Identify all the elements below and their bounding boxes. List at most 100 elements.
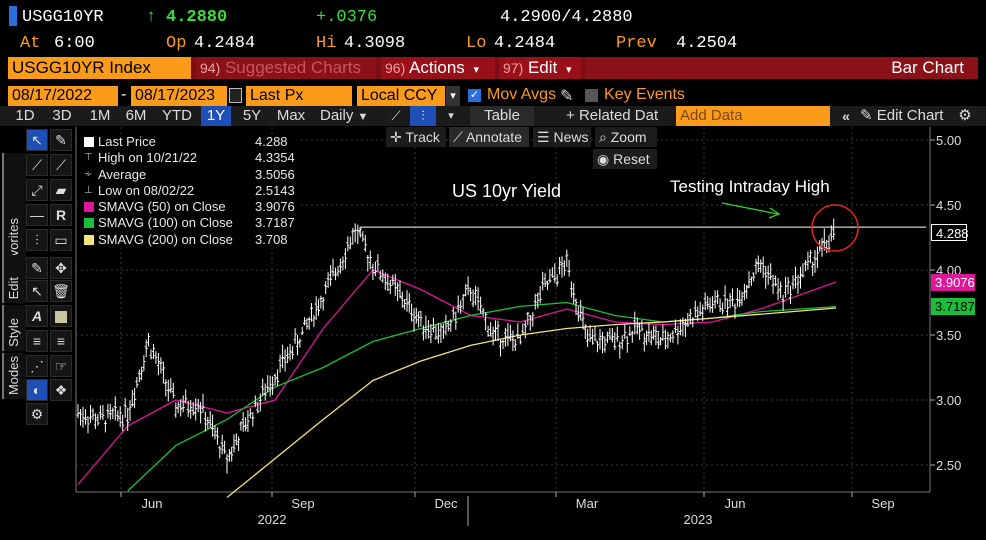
mov-avgs-checkbox[interactable]: ✓ [468,89,481,102]
field-select[interactable]: Last Px [246,86,352,106]
zoom-icon: ⌕ [599,129,607,145]
y-tick-label: 3.00 [936,393,961,408]
palette-icon[interactable]: ❖ [50,379,72,401]
legend-row[interactable]: ∻ Average 3.5056 [80,167,298,183]
retracement-icon[interactable]: R [50,204,72,226]
suggested-charts-button[interactable]: 94) Suggested Charts [196,57,376,79]
price-bar [181,395,185,413]
period-1y[interactable]: 1Y [201,106,231,126]
frequency-select[interactable]: Daily ▼ [314,106,380,126]
price-bar [419,311,423,327]
table-button[interactable]: Table [470,106,534,126]
currency-select[interactable]: Local CCY [357,86,445,106]
key-events-checkbox[interactable] [585,89,598,102]
period-3d[interactable]: 3D [52,107,72,124]
legend-row[interactable]: SMAVG (100) on Close 3.7187 [80,215,298,231]
price-bar [208,411,212,428]
price-bar [356,224,360,245]
line-style-icon[interactable]: ≡ [26,330,48,352]
price-bar [341,256,345,271]
gear-icon[interactable]: ⚙ [958,107,972,124]
fibonacci-icon[interactable]: ⫶ [26,229,48,251]
price-bar [521,323,525,336]
price-bar [593,326,597,342]
double-chevron-left-icon[interactable]: « [842,108,850,124]
legend-row[interactable]: Last Price 4.288 [80,134,298,150]
chevron-down-icon[interactable]: ▾ [448,110,454,122]
zoom-button[interactable]: ⌕ Zoom [595,127,657,147]
legend-row[interactable]: SMAVG (50) on Close 3.9076 [80,199,298,215]
period-1m[interactable]: 1M [89,107,111,124]
price-bar [683,318,687,337]
calendar-icon[interactable] [229,88,242,103]
price-bar [654,325,658,346]
ray-icon[interactable]: ⟋ [50,154,72,176]
price-bar [513,339,517,351]
related-data-button[interactable]: + Related Dat [566,106,670,126]
related-data-label: Related Dat [578,107,659,124]
tab-modes[interactable]: Modes [2,353,26,399]
end-date-field[interactable]: 08/17/2023 [131,86,227,106]
price-bar [829,225,833,242]
arrow-head-icon [768,207,781,219]
settings-gear-icon[interactable]: ⚙ [26,403,48,425]
brush-icon[interactable]: ✎ [26,257,48,279]
trendline-icon[interactable]: ⟋ [26,154,48,176]
channel-icon[interactable]: ▰ [50,179,72,201]
chart-type-label[interactable]: Bar Chart [585,57,978,79]
line-chart-icon[interactable]: ⟋ [391,108,401,123]
pointer-icon[interactable]: ☞ [50,355,72,377]
select-icon[interactable]: ↖ [26,280,48,302]
tab-style[interactable]: Style [2,305,26,351]
bar-chart-icon[interactable]: ⫶ [410,106,436,126]
news-button[interactable]: ☰ News [533,127,591,147]
price-bar [276,369,280,386]
cursor-icon[interactable]: ↖ [26,129,48,151]
rectangle-icon[interactable]: ▭ [50,229,72,251]
line-weight-icon[interactable]: ≡ [50,330,72,352]
period-6m[interactable]: 6M [125,107,147,124]
edit-menu[interactable]: 97) Edit ▾ [499,57,581,79]
legend-row[interactable]: SMAVG (200) on Close 3.708 [80,232,298,248]
chevron-down-icon[interactable]: ▾ [446,86,460,106]
tab-edit[interactable]: Edit [2,255,26,303]
price-bar [747,271,751,289]
price-bar [426,320,430,339]
move-icon[interactable]: ✥ [50,257,72,279]
price-bar [133,387,137,409]
price-bar [407,293,411,313]
add-data-input[interactable]: Add Data [676,106,830,126]
horizontal-line-icon[interactable]: — [26,204,48,226]
magnet-icon[interactable]: ◐ [26,379,48,401]
y-tick-label: 4.50 [936,198,961,213]
start-date-field[interactable]: 08/17/2022 [8,86,118,106]
price-bar [601,331,604,354]
period-5y[interactable]: 5Y [242,107,262,124]
color-swatch-icon[interactable] [50,305,72,327]
trash-icon[interactable]: 🗑 [50,280,72,302]
legend-value: 3.5056 [255,166,295,182]
price-bar [754,258,758,275]
axis-price-tag: 3.7187 [931,298,975,316]
legend-row[interactable]: ⊥ Low on 08/02/22 2.5143 [80,183,298,199]
track-button[interactable]: ✛ Track [386,127,446,147]
pen-icon[interactable]: ✎ [50,129,72,151]
period-1d[interactable]: 1D [15,107,35,124]
tab-favorites[interactable]: Favorites [2,153,26,275]
legend-row[interactable]: ⊤ High on 10/21/22 4.3354 [80,150,298,166]
period-max[interactable]: Max [276,107,306,124]
price-bar [459,300,463,314]
price-bar [89,404,92,424]
crosshair-icon[interactable]: ⋰ [26,355,48,377]
edit-chart-button[interactable]: ✎ Edit Chart [860,106,952,126]
pencil-icon[interactable]: ✎ [560,88,574,105]
annotate-button[interactable]: ⟋ Annotate [449,127,529,147]
price-bar [533,293,537,310]
extended-line-icon[interactable]: ⤢ [26,179,48,201]
price-bar [466,276,470,296]
font-style-icon[interactable]: A [26,305,48,327]
actions-menu[interactable]: 96) Actions ▾ [381,57,495,79]
period-ytd[interactable]: YTD [162,107,192,124]
security-field[interactable]: USGG10YR Index [8,57,191,79]
reset-button[interactable]: ◉ Reset [593,149,657,169]
